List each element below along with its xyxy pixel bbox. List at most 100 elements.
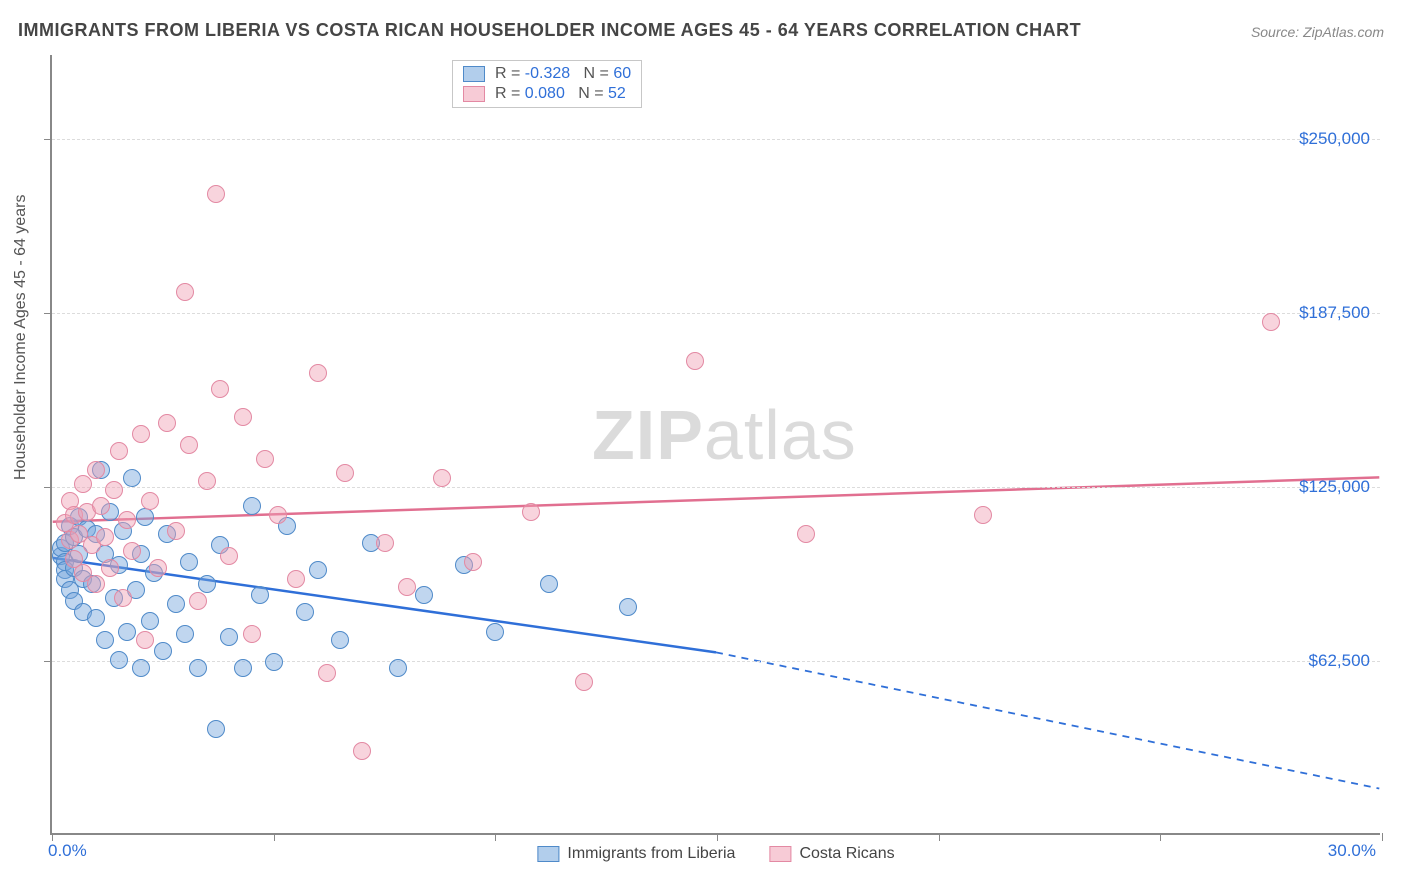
- y-tick-label: $250,000: [1299, 129, 1370, 149]
- legend: Immigrants from Liberia Costa Ricans: [537, 845, 894, 863]
- data-point: [176, 283, 194, 301]
- data-point: [118, 511, 136, 529]
- data-point: [269, 506, 287, 524]
- x-tick-label: 30.0%: [1328, 841, 1376, 861]
- data-point: [87, 461, 105, 479]
- data-point: [522, 503, 540, 521]
- data-point: [198, 575, 216, 593]
- data-point: [180, 436, 198, 454]
- data-point: [110, 651, 128, 669]
- data-point: [154, 642, 172, 660]
- y-tick-label: $62,500: [1309, 651, 1370, 671]
- stat-row: R = -0.328 N = 60: [463, 64, 631, 84]
- stat-row: R = 0.080 N = 52: [463, 84, 631, 104]
- legend-label: Costa Ricans: [799, 845, 894, 863]
- data-point: [376, 534, 394, 552]
- data-point: [234, 408, 252, 426]
- data-point: [331, 631, 349, 649]
- gridline: [52, 313, 1380, 314]
- data-point: [132, 659, 150, 677]
- y-axis-label: Householder Income Ages 45 - 64 years: [12, 195, 30, 481]
- data-point: [415, 586, 433, 604]
- chart-root: IMMIGRANTS FROM LIBERIA VS COSTA RICAN H…: [0, 0, 1406, 892]
- legend-swatch-icon: [769, 846, 791, 862]
- trendlines-svg: [52, 55, 1380, 833]
- data-point: [234, 659, 252, 677]
- data-point: [167, 522, 185, 540]
- data-point: [336, 464, 354, 482]
- data-point: [136, 508, 154, 526]
- data-point: [296, 603, 314, 621]
- trend-line: [716, 652, 1379, 788]
- data-point: [974, 506, 992, 524]
- legend-item: Immigrants from Liberia: [537, 845, 735, 863]
- data-point: [265, 653, 283, 671]
- x-tick: [1382, 833, 1383, 841]
- y-tick: [44, 139, 52, 140]
- data-point: [167, 595, 185, 613]
- data-point: [141, 612, 159, 630]
- data-point: [251, 586, 269, 604]
- data-point: [486, 623, 504, 641]
- data-point: [110, 442, 128, 460]
- data-point: [141, 492, 159, 510]
- x-tick: [52, 833, 53, 841]
- data-point: [149, 559, 167, 577]
- data-point: [74, 475, 92, 493]
- y-tick: [44, 313, 52, 314]
- legend-item: Costa Ricans: [769, 845, 894, 863]
- data-point: [105, 481, 123, 499]
- data-point: [398, 578, 416, 596]
- data-point: [92, 497, 110, 515]
- data-point: [686, 352, 704, 370]
- data-point: [256, 450, 274, 468]
- y-tick-label: $187,500: [1299, 303, 1370, 323]
- y-tick-label: $125,000: [1299, 477, 1370, 497]
- data-point: [1262, 313, 1280, 331]
- correlation-stats-box: R = -0.328 N = 60R = 0.080 N = 52: [452, 60, 642, 108]
- data-point: [118, 623, 136, 641]
- data-point: [309, 364, 327, 382]
- data-point: [220, 547, 238, 565]
- data-point: [619, 598, 637, 616]
- x-tick: [495, 833, 496, 841]
- legend-swatch-icon: [537, 846, 559, 862]
- data-point: [87, 609, 105, 627]
- y-tick: [44, 487, 52, 488]
- gridline: [52, 487, 1380, 488]
- data-point: [575, 673, 593, 691]
- data-point: [123, 542, 141, 560]
- legend-swatch-icon: [463, 86, 485, 102]
- data-point: [207, 720, 225, 738]
- x-tick: [1160, 833, 1161, 841]
- x-tick: [939, 833, 940, 841]
- data-point: [158, 414, 176, 432]
- data-point: [318, 664, 336, 682]
- data-point: [540, 575, 558, 593]
- data-point: [96, 631, 114, 649]
- data-point: [211, 380, 229, 398]
- data-point: [309, 561, 327, 579]
- data-point: [132, 425, 150, 443]
- data-point: [96, 528, 114, 546]
- gridline: [52, 139, 1380, 140]
- data-point: [136, 631, 154, 649]
- legend-label: Immigrants from Liberia: [567, 845, 735, 863]
- data-point: [353, 742, 371, 760]
- data-point: [123, 469, 141, 487]
- data-point: [220, 628, 238, 646]
- legend-swatch-icon: [463, 66, 485, 82]
- data-point: [180, 553, 198, 571]
- x-tick: [717, 833, 718, 841]
- gridline: [52, 661, 1380, 662]
- x-tick-label: 0.0%: [48, 841, 87, 861]
- stat-text: R = 0.080 N = 52: [495, 85, 626, 103]
- data-point: [198, 472, 216, 490]
- y-tick: [44, 661, 52, 662]
- data-point: [243, 625, 261, 643]
- data-point: [433, 469, 451, 487]
- data-point: [464, 553, 482, 571]
- data-point: [243, 497, 261, 515]
- data-point: [189, 659, 207, 677]
- plot-area: ZIPatlas R = -0.328 N = 60R = 0.080 N = …: [50, 55, 1380, 835]
